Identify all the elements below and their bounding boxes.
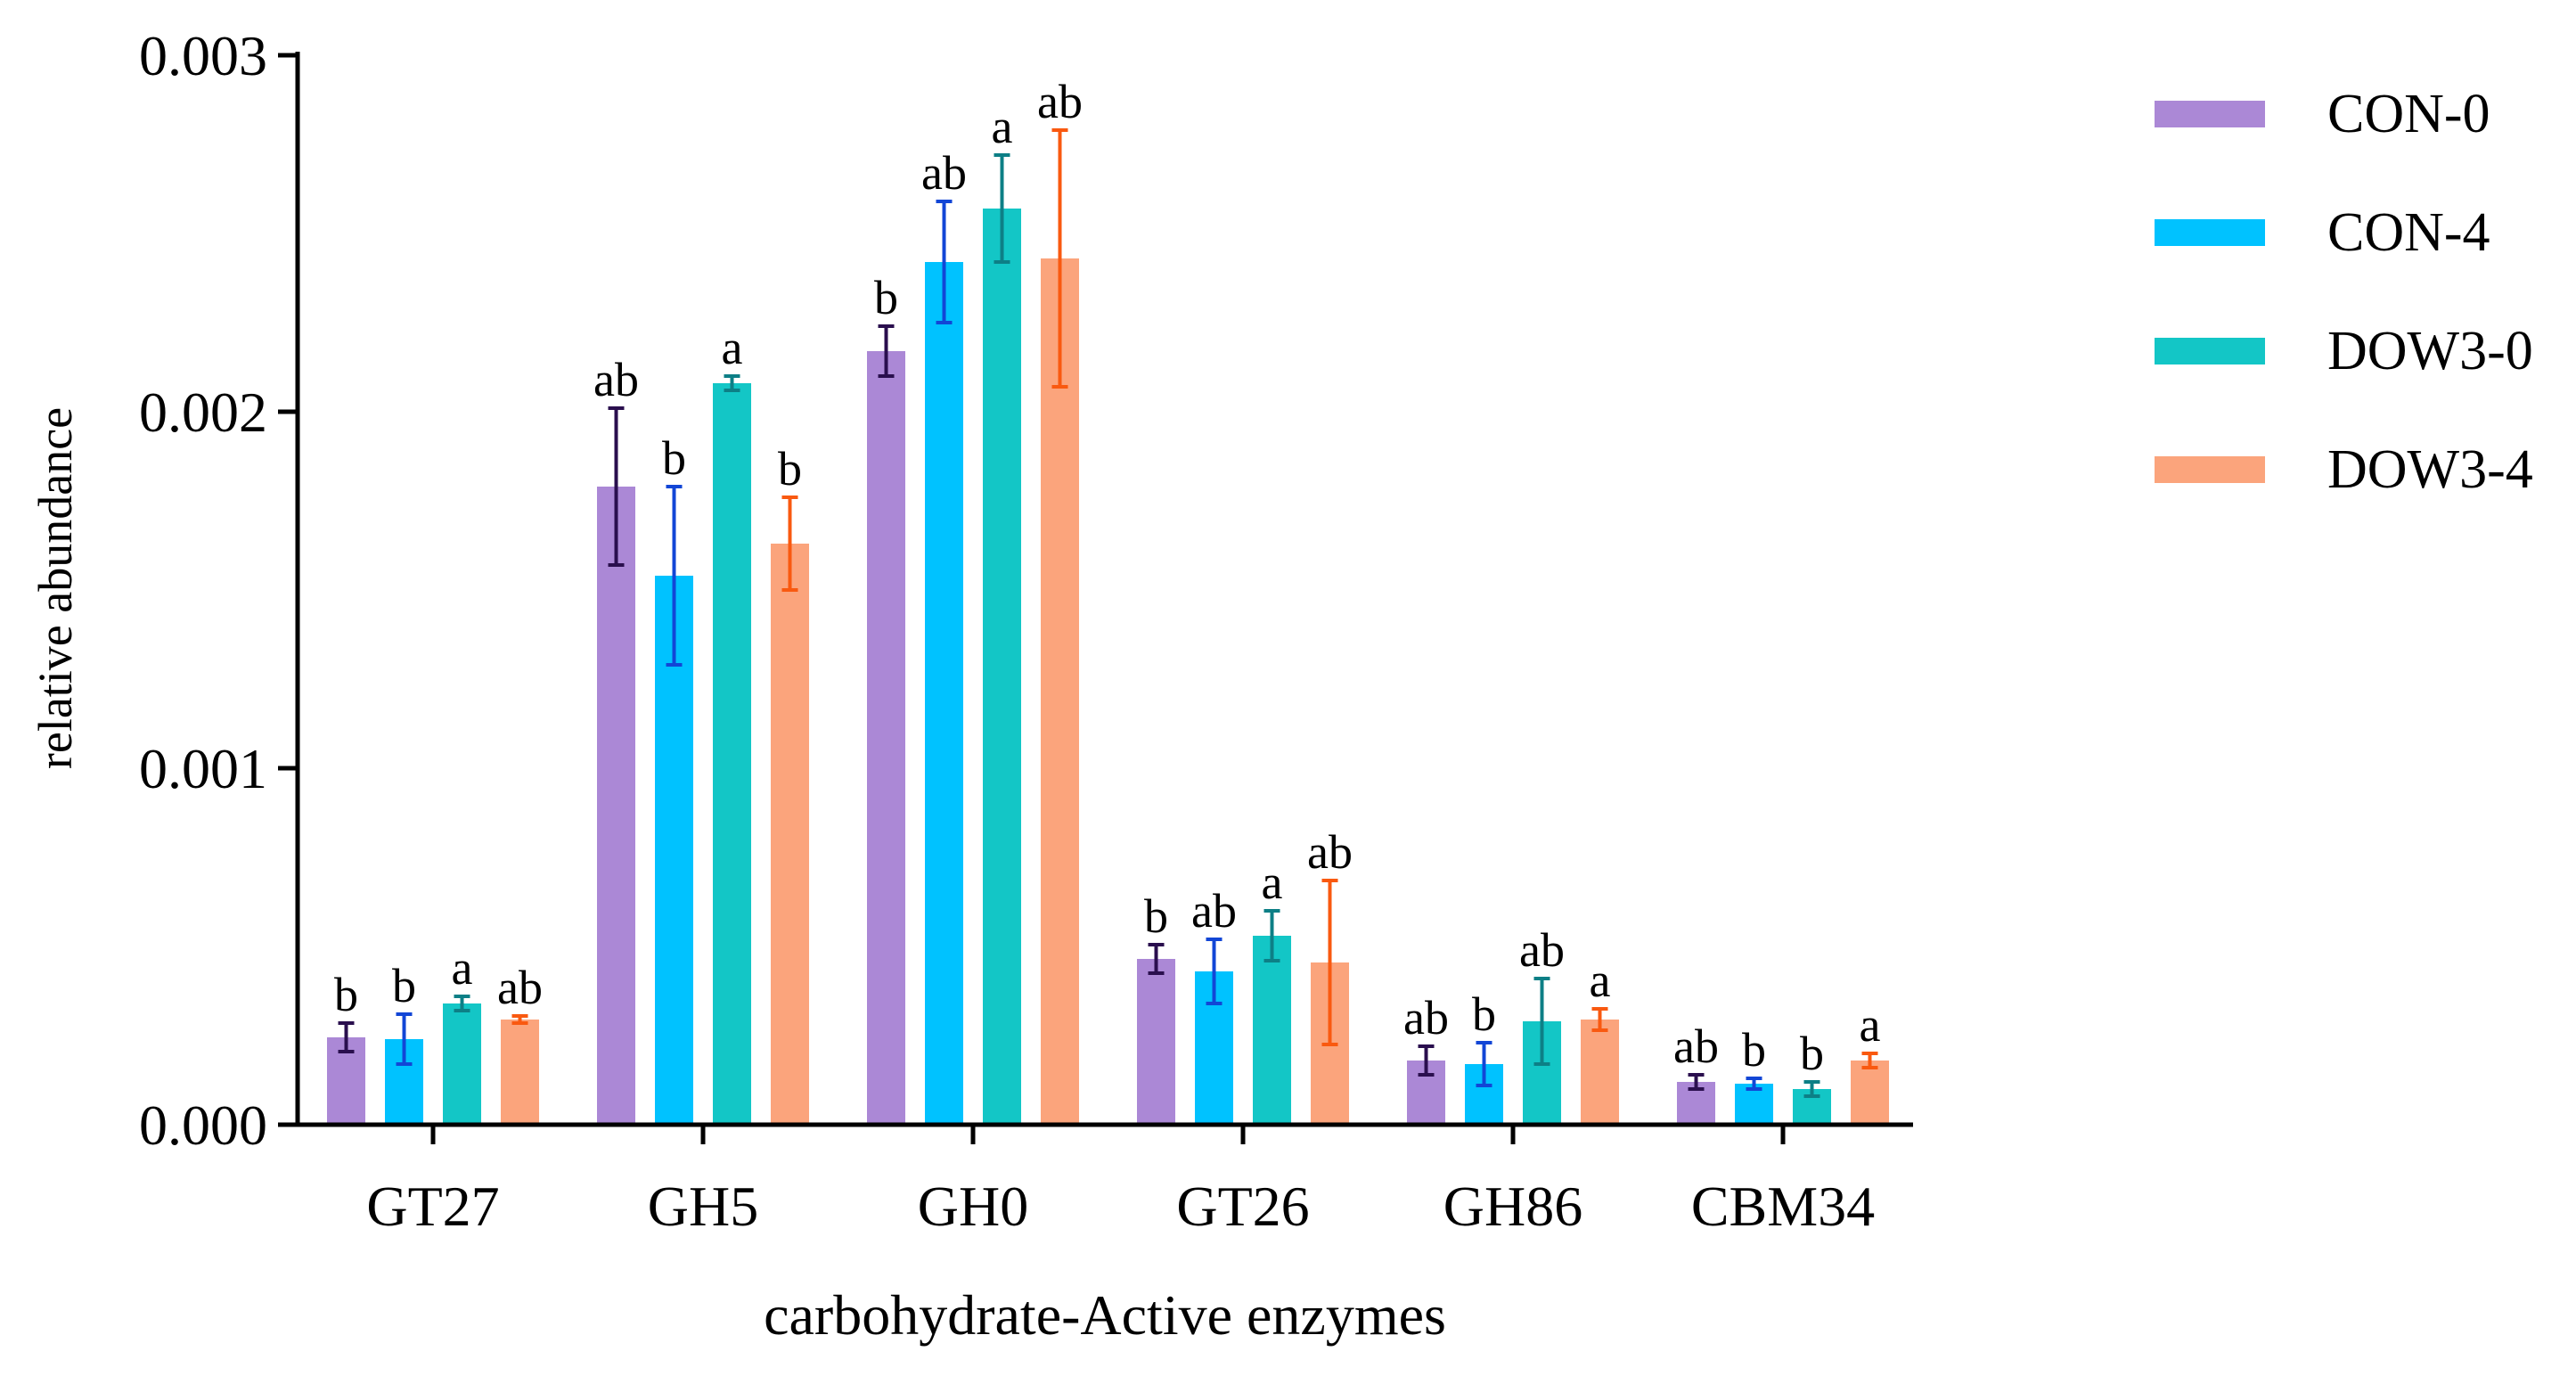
- bar: [597, 487, 635, 1125]
- bar: [655, 576, 693, 1125]
- significance-letter: a: [1262, 856, 1283, 909]
- significance-letter: b: [1800, 1027, 1824, 1080]
- bar: [1041, 258, 1079, 1125]
- significance-letter: ab: [1673, 1020, 1719, 1073]
- bar: [771, 544, 809, 1125]
- bar: [1253, 936, 1291, 1125]
- legend-swatch: [2155, 338, 2265, 364]
- significance-letter: ab: [593, 353, 639, 406]
- y-axis-label: relative abundance: [29, 407, 82, 769]
- x-tick-label: GH5: [648, 1175, 758, 1238]
- significance-letter: b: [778, 442, 802, 496]
- significance-letter: ab: [497, 961, 543, 1014]
- x-axis-label: carbohydrate-Active enzymes: [764, 1283, 1446, 1347]
- bar: [501, 1020, 539, 1125]
- significance-letter: ab: [1307, 825, 1353, 879]
- y-tick-label: 0.002: [139, 381, 267, 444]
- significance-letter: b: [1742, 1023, 1766, 1077]
- significance-letter: a: [452, 941, 473, 995]
- significance-letter: ab: [921, 146, 967, 200]
- bar: [443, 1003, 481, 1125]
- legend-label: CON-4: [2327, 202, 2490, 263]
- x-tick-label: GT27: [366, 1175, 499, 1238]
- legend: CON-0 CON-4 DOW3-0 DOW3-4: [2155, 84, 2533, 500]
- significance-letter: a: [992, 100, 1013, 153]
- significance-letter: a: [722, 321, 743, 374]
- legend-label: DOW3-4: [2327, 439, 2533, 500]
- significance-letter: ab: [1403, 991, 1449, 1044]
- bar: [713, 383, 751, 1125]
- x-ticks-layer: GT27 GH5 GH0 GT26 GH86 CBM34: [366, 1125, 1875, 1238]
- bar: [983, 209, 1021, 1125]
- error-bars-layer: [338, 128, 1878, 1098]
- x-tick-label: CBM34: [1691, 1175, 1875, 1238]
- legend-swatch: [2155, 101, 2265, 127]
- significance-letter: ab: [1519, 923, 1565, 977]
- significance-letter: b: [334, 968, 358, 1021]
- bars-layer: [327, 209, 1889, 1125]
- significance-letter: b: [1472, 987, 1496, 1041]
- legend-label: CON-0: [2327, 84, 2490, 144]
- significance-letter: b: [1144, 889, 1168, 943]
- y-tick-label: 0.000: [139, 1093, 267, 1157]
- significance-letter: a: [1590, 954, 1611, 1007]
- legend-label: DOW3-0: [2327, 321, 2533, 381]
- significance-letter: b: [392, 959, 416, 1012]
- bar: [1137, 959, 1175, 1125]
- bar: [1851, 1061, 1889, 1125]
- bar: [925, 262, 963, 1125]
- y-tick-label: 0.003: [139, 24, 267, 87]
- legend-swatch: [2155, 456, 2265, 483]
- significance-letter: ab: [1037, 75, 1083, 128]
- significance-letter: b: [874, 271, 898, 324]
- bar: [867, 351, 905, 1125]
- significance-letter: ab: [1191, 884, 1237, 938]
- significance-letter: a: [1860, 998, 1881, 1052]
- x-tick-label: GH0: [918, 1175, 1028, 1238]
- significance-letter: b: [662, 431, 686, 485]
- y-ticks-layer: 0.000 0.001 0.002 0.003: [139, 24, 298, 1157]
- x-tick-label: GT26: [1176, 1175, 1309, 1238]
- y-tick-label: 0.001: [139, 737, 267, 800]
- legend-swatch: [2155, 219, 2265, 246]
- x-tick-label: GH86: [1443, 1175, 1582, 1238]
- bar: [1581, 1020, 1619, 1125]
